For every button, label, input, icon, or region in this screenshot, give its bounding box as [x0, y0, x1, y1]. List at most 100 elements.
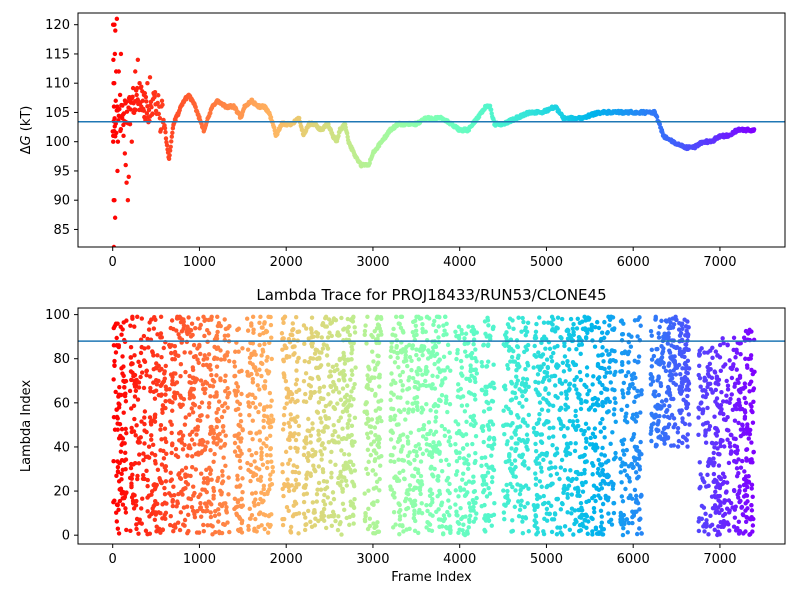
lambda-point: [238, 412, 243, 418]
lambda-point: [375, 442, 380, 448]
lambda-point: [373, 393, 378, 398]
lambda-point: [320, 346, 326, 351]
lambda-point: [558, 465, 564, 470]
lambda-point: [466, 453, 471, 458]
delta-g-point: [117, 92, 123, 98]
lambda-point: [116, 531, 122, 536]
lambda-point: [288, 528, 293, 534]
lambda-point: [323, 486, 328, 492]
lambda-point: [486, 424, 491, 429]
lambda-point: [400, 523, 405, 528]
lambda-point: [621, 512, 627, 518]
lambda-point: [236, 422, 241, 428]
lambda-point: [503, 386, 508, 392]
lambda-point: [479, 503, 484, 509]
lambda-point: [656, 335, 662, 340]
lambda-point: [281, 320, 286, 326]
lambda-point: [250, 380, 256, 385]
lambda-point: [606, 511, 611, 516]
lambda-point: [621, 380, 627, 386]
lambda-point: [191, 376, 196, 381]
lambda-point: [214, 410, 219, 415]
lambda-point: [591, 483, 597, 488]
lambda-point: [321, 396, 326, 402]
lambda-point: [505, 362, 510, 368]
lambda-point: [142, 359, 148, 365]
lambda-point: [210, 524, 215, 529]
x-tick-label: 3000: [356, 255, 389, 270]
lambda-point: [253, 472, 259, 477]
lambda-point: [270, 417, 276, 422]
lambda-point: [267, 390, 273, 396]
lambda-point: [467, 501, 472, 506]
lambda-point: [502, 431, 507, 437]
lambda-point: [446, 439, 451, 444]
delta-g-point: [124, 109, 130, 114]
lambda-point: [208, 471, 213, 477]
lambda-point: [191, 354, 197, 360]
lambda-point: [264, 358, 269, 363]
lambda-point: [440, 380, 445, 386]
lambda-point: [479, 359, 484, 365]
lambda-point: [442, 368, 447, 373]
lambda-point: [351, 385, 356, 391]
lambda-point: [599, 486, 605, 491]
lambda-point: [470, 324, 475, 330]
lambda-point: [204, 356, 210, 361]
lambda-point: [415, 380, 420, 385]
lambda-point: [577, 369, 583, 375]
lambda-point: [575, 493, 580, 498]
lambda-point: [170, 381, 175, 387]
lambda-point: [602, 319, 607, 325]
lambda-point: [180, 447, 186, 452]
lambda-point: [191, 493, 196, 498]
lambda-point: [537, 495, 543, 500]
y-tick-label: 105: [45, 106, 70, 121]
lambda-point: [132, 394, 138, 399]
lambda-point: [609, 479, 614, 485]
lambda-point: [596, 493, 601, 498]
lambda-point: [490, 475, 495, 480]
lambda-point: [293, 382, 299, 387]
lambda-point: [416, 510, 421, 515]
lambda-point: [685, 444, 690, 449]
lambda-point: [667, 324, 673, 329]
lambda-point: [322, 446, 327, 451]
lambda-point: [599, 520, 604, 525]
delta-g-point: [157, 115, 163, 121]
lambda-point: [405, 400, 410, 405]
lambda-point: [611, 327, 616, 333]
lambda-point: [537, 461, 542, 466]
lambda-point: [697, 460, 702, 465]
lambda-point: [653, 389, 658, 394]
lambda-point: [667, 415, 672, 421]
lambda-point: [543, 387, 548, 392]
lambda-point: [523, 483, 529, 488]
lambda-point: [264, 404, 270, 409]
lambda-point: [472, 460, 477, 466]
lambda-point: [268, 453, 273, 458]
lambda-point: [325, 495, 330, 500]
lambda-point: [609, 522, 615, 527]
lambda-point: [302, 341, 307, 347]
lambda-point: [267, 483, 273, 488]
lambda-point: [524, 439, 530, 445]
lambda-point: [153, 510, 158, 515]
lambda-point: [304, 522, 309, 527]
lambda-point: [419, 511, 425, 516]
lambda-point: [159, 366, 164, 372]
lambda-point: [437, 398, 442, 403]
lambda-point: [584, 499, 589, 505]
lambda-point: [280, 316, 286, 322]
lambda-point: [345, 357, 350, 362]
lambda-point: [111, 325, 116, 331]
lambda-point: [111, 459, 116, 464]
lambda-point: [655, 406, 660, 411]
lambda-point: [572, 383, 577, 388]
delta-g-point: [113, 28, 118, 33]
lambda-point: [254, 450, 259, 456]
lambda-point: [181, 323, 187, 328]
lambda-point: [296, 432, 301, 437]
lambda-point: [192, 514, 198, 520]
lambda-point: [541, 457, 546, 463]
